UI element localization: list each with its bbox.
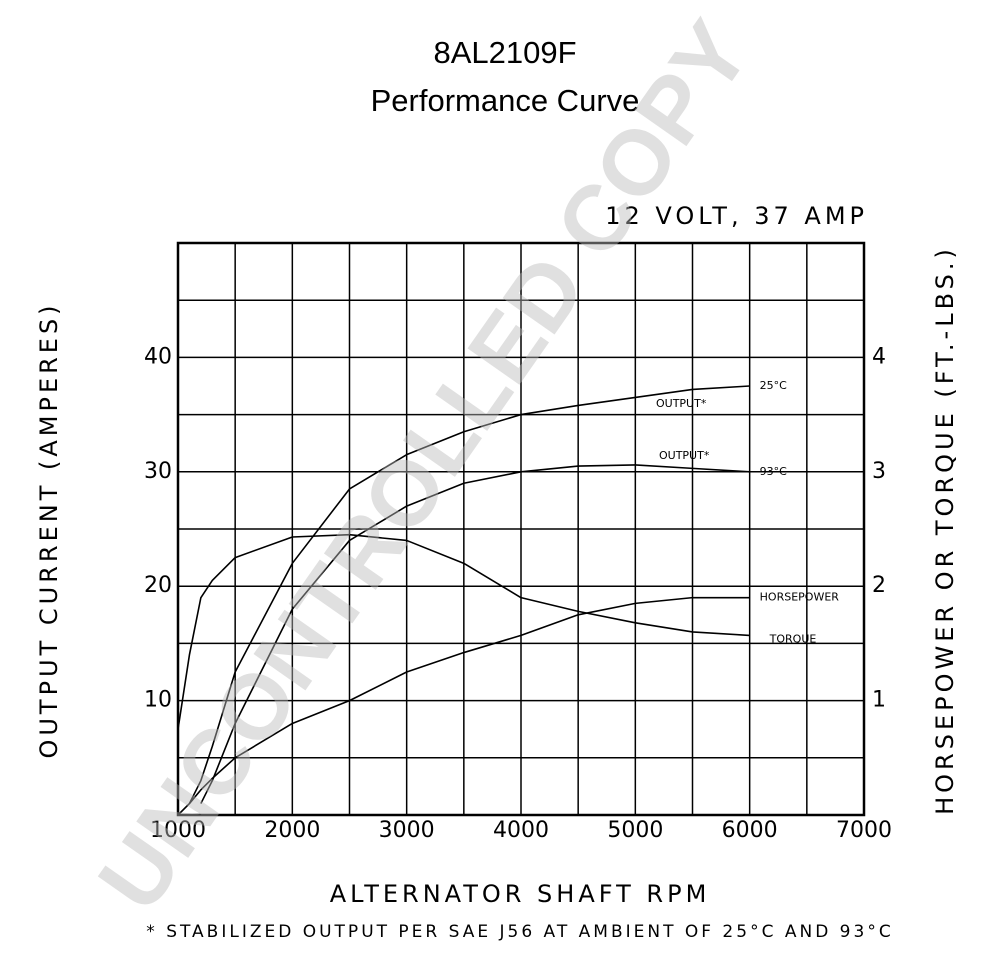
y2-tick-label: 2 bbox=[872, 573, 886, 598]
chart-title: 8AL2109F bbox=[433, 35, 576, 70]
y-tick-label: 30 bbox=[144, 459, 172, 484]
series-label: HORSEPOWER bbox=[760, 591, 840, 604]
x-tick-label: 6000 bbox=[722, 818, 778, 843]
rating: 12 VOLT, 37 AMP bbox=[605, 202, 868, 230]
footnote: * STABILIZED OUTPUT PER SAE J56 AT AMBIE… bbox=[146, 922, 893, 942]
y2-tick-label: 1 bbox=[872, 688, 886, 713]
series-line bbox=[177, 596, 750, 816]
annotation: OUTPUT* bbox=[656, 397, 707, 410]
y-tick-label: 10 bbox=[144, 688, 172, 713]
series-label: 93°C bbox=[760, 465, 787, 478]
plot-frame bbox=[176, 241, 866, 817]
y-tick-label: 40 bbox=[144, 344, 172, 369]
x-tick-label: 3000 bbox=[379, 818, 435, 843]
series-line bbox=[188, 385, 750, 804]
series-line bbox=[200, 464, 750, 804]
y2-tick-label: 4 bbox=[872, 344, 886, 369]
x-tick-label: 4000 bbox=[493, 818, 549, 843]
y2-tick-label: 3 bbox=[872, 459, 886, 484]
y-tick-label: 20 bbox=[144, 573, 172, 598]
series-label: TORQUE bbox=[769, 632, 817, 645]
x-tick-label: 7000 bbox=[836, 818, 892, 843]
y2-axis-title: HORSEPOWER OR TORQUE (FT.-LBS.) bbox=[931, 245, 959, 815]
y-axis-title: OUTPUT CURRENT (AMPERES) bbox=[35, 301, 63, 758]
x-axis-title: ALTERNATOR SHAFT RPM bbox=[330, 880, 711, 908]
series-line bbox=[177, 533, 750, 730]
x-tick-label: 1000 bbox=[150, 818, 206, 843]
x-tick-label: 2000 bbox=[264, 818, 320, 843]
chart-subtitle: Performance Curve bbox=[371, 83, 640, 118]
annotation: OUTPUT* bbox=[659, 449, 710, 462]
x-tick-label: 5000 bbox=[607, 818, 663, 843]
series-label: 25°C bbox=[760, 379, 787, 392]
